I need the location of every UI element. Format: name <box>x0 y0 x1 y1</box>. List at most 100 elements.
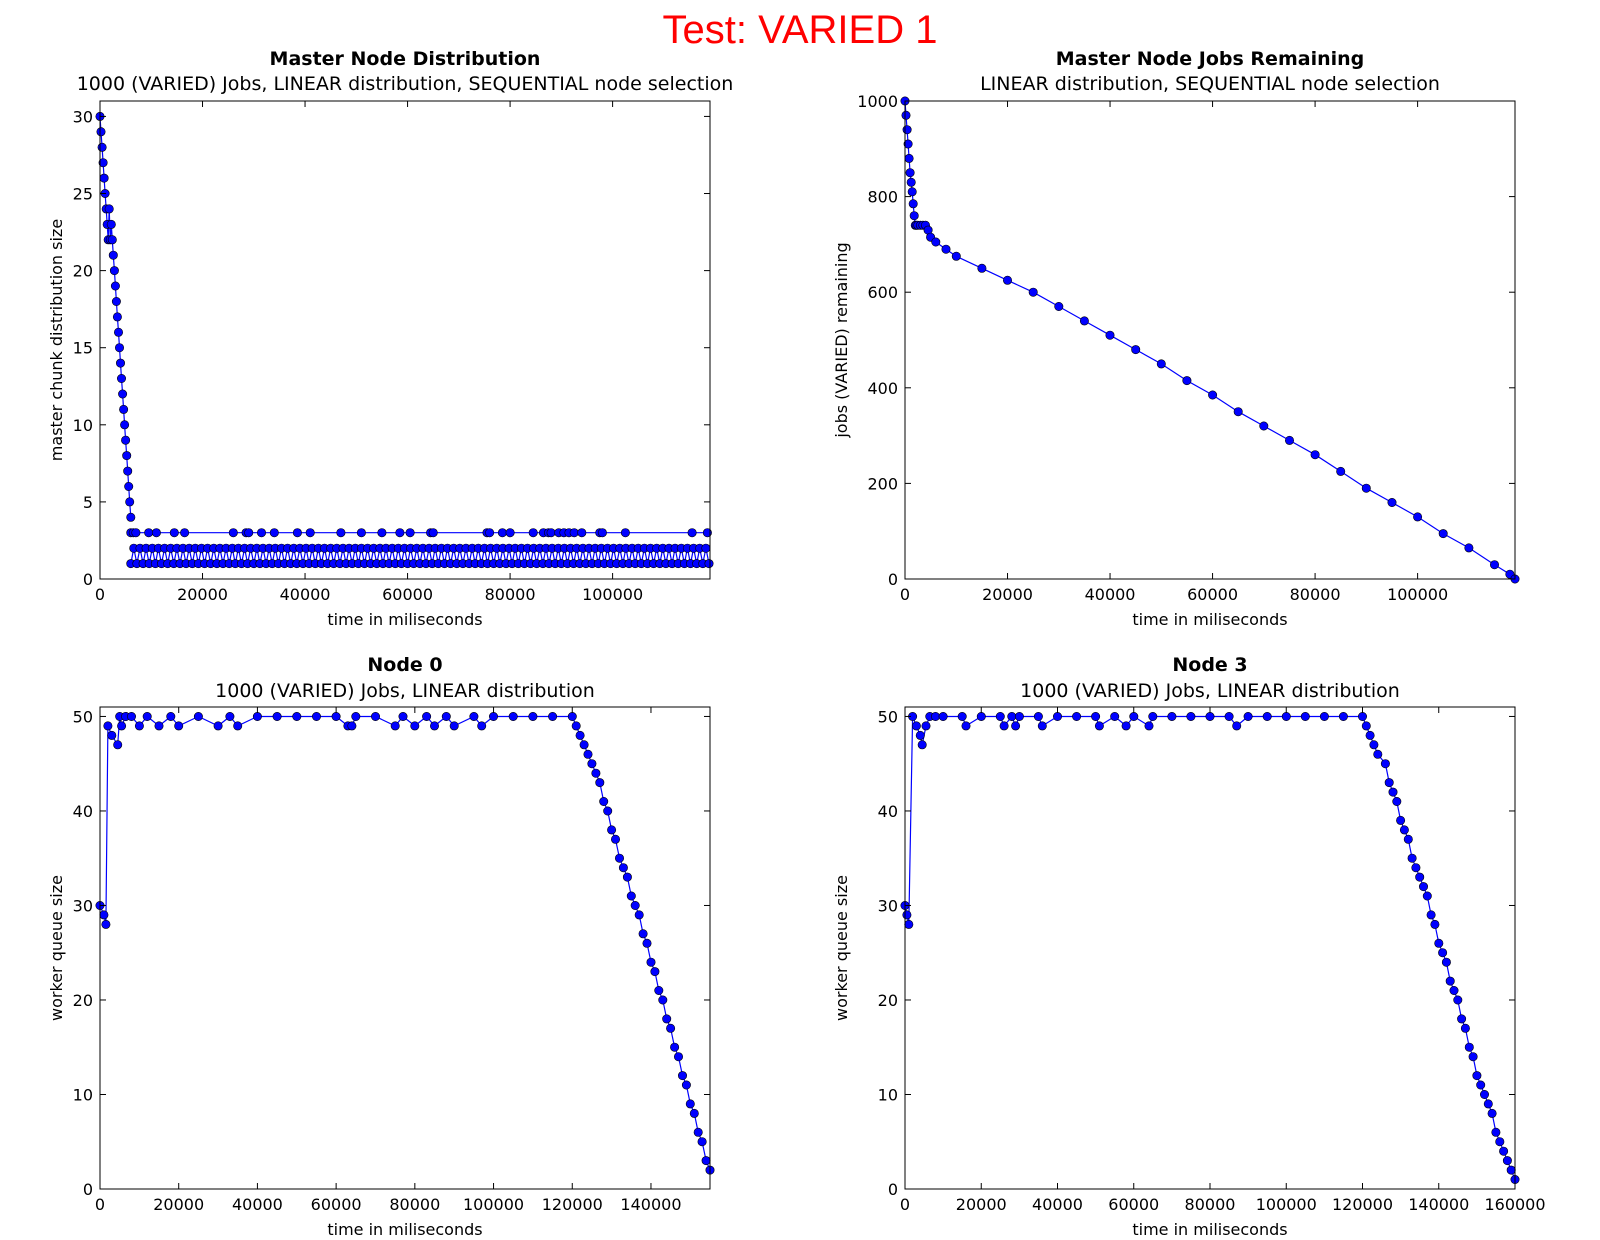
data-point <box>127 711 137 721</box>
panel-1-title: Master Node Jobs Remaining <box>1055 48 1365 70</box>
data-point <box>1232 721 1242 731</box>
data-point <box>122 451 132 461</box>
data-point <box>269 528 279 538</box>
data-point <box>1361 483 1371 493</box>
data-point <box>1262 711 1272 721</box>
data-point <box>1365 730 1375 740</box>
x-tick-label: 80000 <box>1290 585 1341 604</box>
data-point <box>1091 711 1101 721</box>
data-point <box>941 244 951 254</box>
y-tick-label: 10 <box>73 416 93 435</box>
x-tick-label: 40000 <box>232 1195 283 1214</box>
data-point <box>907 187 917 197</box>
data-point <box>654 985 664 995</box>
data-point <box>673 1052 683 1062</box>
y-tick-label: 200 <box>867 474 898 493</box>
y-tick-label: 50 <box>878 707 898 726</box>
data-point <box>931 237 941 247</box>
data-point <box>620 528 630 538</box>
data-point <box>131 528 141 538</box>
data-point <box>377 528 387 538</box>
data-point <box>1224 711 1234 721</box>
data-point <box>906 177 916 187</box>
data-point <box>116 358 126 368</box>
series-0-2 <box>126 543 714 569</box>
x-tick-label: 40000 <box>1085 585 1136 604</box>
plot-frame <box>904 706 1516 1190</box>
data-point <box>685 1099 695 1109</box>
data-point <box>1403 834 1413 844</box>
data-point <box>614 853 624 863</box>
data-point <box>1480 1090 1490 1100</box>
data-point <box>995 711 1005 721</box>
data-point <box>193 711 203 721</box>
x-tick-label: 0 <box>900 585 910 604</box>
data-point <box>1148 711 1158 721</box>
data-point <box>252 711 262 721</box>
data-point <box>134 721 144 731</box>
data-point <box>1499 1146 1509 1156</box>
data-point <box>1336 466 1346 476</box>
data-point <box>331 711 341 721</box>
data-point <box>1430 919 1440 929</box>
data-point <box>505 528 515 538</box>
data-point <box>1156 359 1166 369</box>
data-point <box>228 528 238 538</box>
data-point <box>650 967 660 977</box>
data-point <box>497 528 507 538</box>
data-point <box>120 420 130 430</box>
x-tick-label: 60000 <box>311 1195 362 1214</box>
x-tick-label: 120000 <box>542 1195 603 1214</box>
series-1-0 <box>900 96 1520 584</box>
data-point <box>917 740 927 750</box>
data-point <box>96 127 106 137</box>
x-tick-label: 60000 <box>1108 1195 1159 1214</box>
data-point <box>1434 938 1444 948</box>
data-point <box>666 1023 676 1033</box>
data-point <box>1208 390 1218 400</box>
x-tick-label: 20000 <box>982 585 1033 604</box>
x-axis-label: time in miliseconds <box>327 1220 482 1239</box>
data-point <box>1468 1052 1478 1062</box>
data-point <box>98 158 108 168</box>
data-point <box>902 125 912 135</box>
data-point <box>311 711 321 721</box>
data-point <box>1167 711 1177 721</box>
data-point <box>1449 985 1459 995</box>
y-tick-label: 30 <box>73 896 93 915</box>
data-point <box>610 834 620 844</box>
data-point <box>662 1014 672 1024</box>
panel-1-subtitle: LINEAR distribution, SEQUENTIAL node sel… <box>980 73 1440 95</box>
y-axis-label: master chunk distribution size <box>47 219 66 461</box>
data-point <box>166 711 176 721</box>
data-point <box>911 721 921 731</box>
data-point <box>106 219 116 229</box>
x-tick-label: 140000 <box>1408 1195 1469 1214</box>
x-tick-label: 40000 <box>280 585 331 604</box>
data-point <box>634 910 644 920</box>
y-axis-label: worker queue size <box>832 875 851 1021</box>
data-point <box>225 711 235 721</box>
data-point <box>1384 778 1394 788</box>
data-point <box>1464 543 1474 553</box>
data-point <box>901 110 911 120</box>
panel-0-subtitle: 1000 (VARIED) Jobs, LINEAR distribution,… <box>76 73 734 95</box>
data-point <box>126 512 136 522</box>
data-point <box>630 900 640 910</box>
y-tick-label: 600 <box>867 283 898 302</box>
y-axis-label: jobs (VARIED) remaining <box>832 242 851 438</box>
data-point <box>113 740 123 750</box>
data-point <box>677 1071 687 1081</box>
data-point <box>107 235 117 245</box>
data-point <box>180 528 190 538</box>
data-point <box>1105 330 1115 340</box>
x-tick-label: 0 <box>95 585 105 604</box>
data-point <box>1072 711 1082 721</box>
data-point <box>976 711 986 721</box>
data-point <box>174 721 184 731</box>
data-point <box>904 919 914 929</box>
data-point <box>1396 815 1406 825</box>
series-line <box>99 715 711 1171</box>
y-tick-label: 0 <box>888 1180 898 1199</box>
data-point <box>111 296 121 306</box>
